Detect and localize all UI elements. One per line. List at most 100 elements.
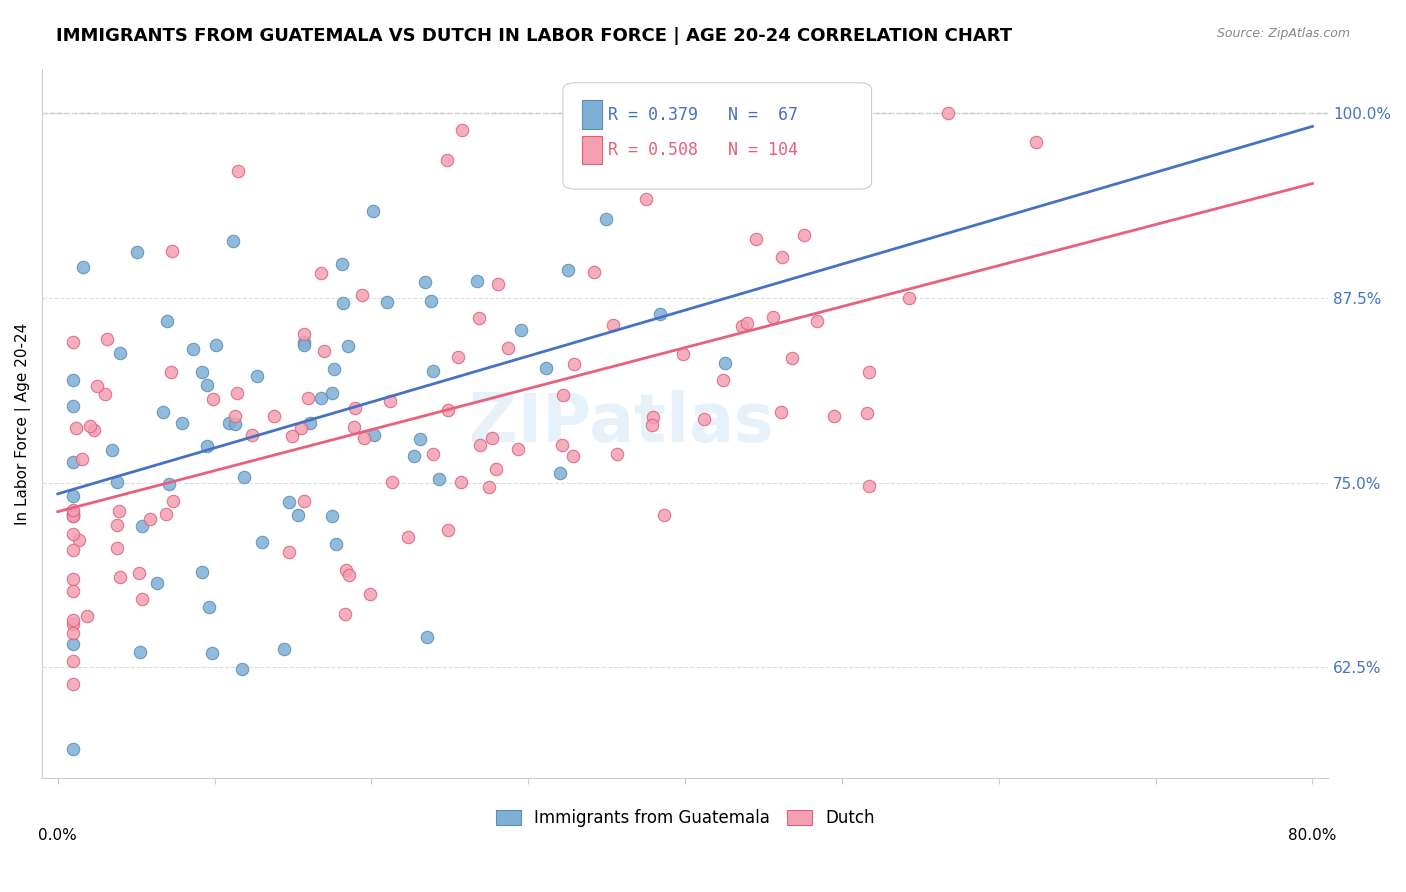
Point [62, 654, 84, 668]
Point [498, 341, 520, 355]
Point [363, 427, 385, 442]
Point [350, 288, 373, 302]
Point [76, 609, 98, 624]
Point [62, 613, 84, 627]
Point [67, 533, 90, 547]
Point [770, 405, 793, 419]
Point [195, 439, 218, 453]
Point [62, 490, 84, 504]
Point [172, 416, 194, 430]
Point [856, 406, 879, 420]
Text: ZIPatlas: ZIPatlas [468, 391, 773, 457]
Point [858, 365, 880, 379]
Point [413, 275, 436, 289]
Point [228, 164, 250, 178]
Text: R = 0.379   N =  67: R = 0.379 N = 67 [607, 105, 799, 124]
Point [325, 537, 347, 551]
Point [762, 310, 785, 325]
Point [160, 365, 183, 379]
Point [322, 362, 344, 376]
Point [780, 351, 803, 365]
Point [108, 504, 131, 518]
Point [105, 475, 128, 490]
Point [62, 583, 84, 598]
Point [145, 575, 167, 590]
Point [437, 403, 460, 417]
Point [62, 507, 84, 521]
Point [72, 260, 94, 275]
Point [378, 394, 401, 409]
Point [110, 346, 132, 360]
Text: IMMIGRANTS FROM GUATEMALA VS DUTCH IN LABOR FORCE | AGE 20-24 CORRELATION CHART: IMMIGRANTS FROM GUATEMALA VS DUTCH IN LA… [56, 27, 1012, 45]
Point [481, 431, 503, 445]
Point [70, 451, 93, 466]
Point [222, 234, 245, 248]
Point [83, 423, 105, 437]
Point [436, 153, 458, 167]
Point [108, 570, 131, 584]
Point [361, 203, 384, 218]
Point [205, 338, 228, 352]
Point [745, 232, 768, 246]
Point [636, 192, 658, 206]
Point [139, 512, 162, 526]
Point [292, 338, 315, 352]
Point [62, 572, 84, 586]
Point [735, 317, 758, 331]
Point [553, 388, 575, 402]
Point [595, 211, 617, 226]
Point [278, 544, 301, 558]
Point [711, 374, 734, 388]
Point [335, 563, 357, 577]
Point [672, 347, 695, 361]
Point [693, 411, 716, 425]
Point [294, 494, 316, 508]
Point [202, 392, 225, 406]
Y-axis label: In Labor Force | Age 20-24: In Labor Force | Age 20-24 [15, 322, 31, 524]
Point [330, 257, 353, 271]
Point [292, 327, 315, 342]
Point [290, 421, 312, 435]
Point [62, 373, 84, 387]
Text: R = 0.508   N = 104: R = 0.508 N = 104 [607, 141, 799, 159]
Text: 0.0%: 0.0% [38, 828, 77, 843]
Point [233, 470, 256, 484]
Point [131, 518, 153, 533]
Point [105, 541, 128, 555]
Point [602, 318, 624, 332]
Point [606, 447, 628, 461]
Point [336, 339, 359, 353]
Point [93, 386, 115, 401]
Legend: Immigrants from Guatemala, Dutch: Immigrants from Guatemala, Dutch [489, 803, 882, 834]
Point [333, 607, 356, 621]
Point [332, 296, 354, 310]
Point [337, 567, 360, 582]
Point [287, 508, 309, 523]
Point [263, 409, 285, 423]
Point [359, 586, 381, 600]
Point [344, 401, 367, 415]
Point [422, 447, 444, 461]
Point [62, 509, 84, 524]
Point [1025, 135, 1047, 149]
Point [450, 122, 472, 136]
Point [353, 431, 375, 445]
Point [62, 637, 84, 651]
Point [478, 480, 501, 494]
Point [62, 400, 84, 414]
Point [557, 262, 579, 277]
Point [190, 365, 212, 379]
Point [131, 592, 153, 607]
Point [298, 416, 321, 430]
Point [643, 409, 665, 424]
Point [583, 265, 606, 279]
Point [437, 523, 460, 537]
Point [160, 244, 183, 258]
Point [465, 274, 488, 288]
Point [155, 507, 177, 521]
FancyBboxPatch shape [562, 83, 872, 189]
Point [419, 293, 441, 308]
Point [62, 455, 84, 469]
Point [468, 438, 491, 452]
Point [191, 565, 214, 579]
